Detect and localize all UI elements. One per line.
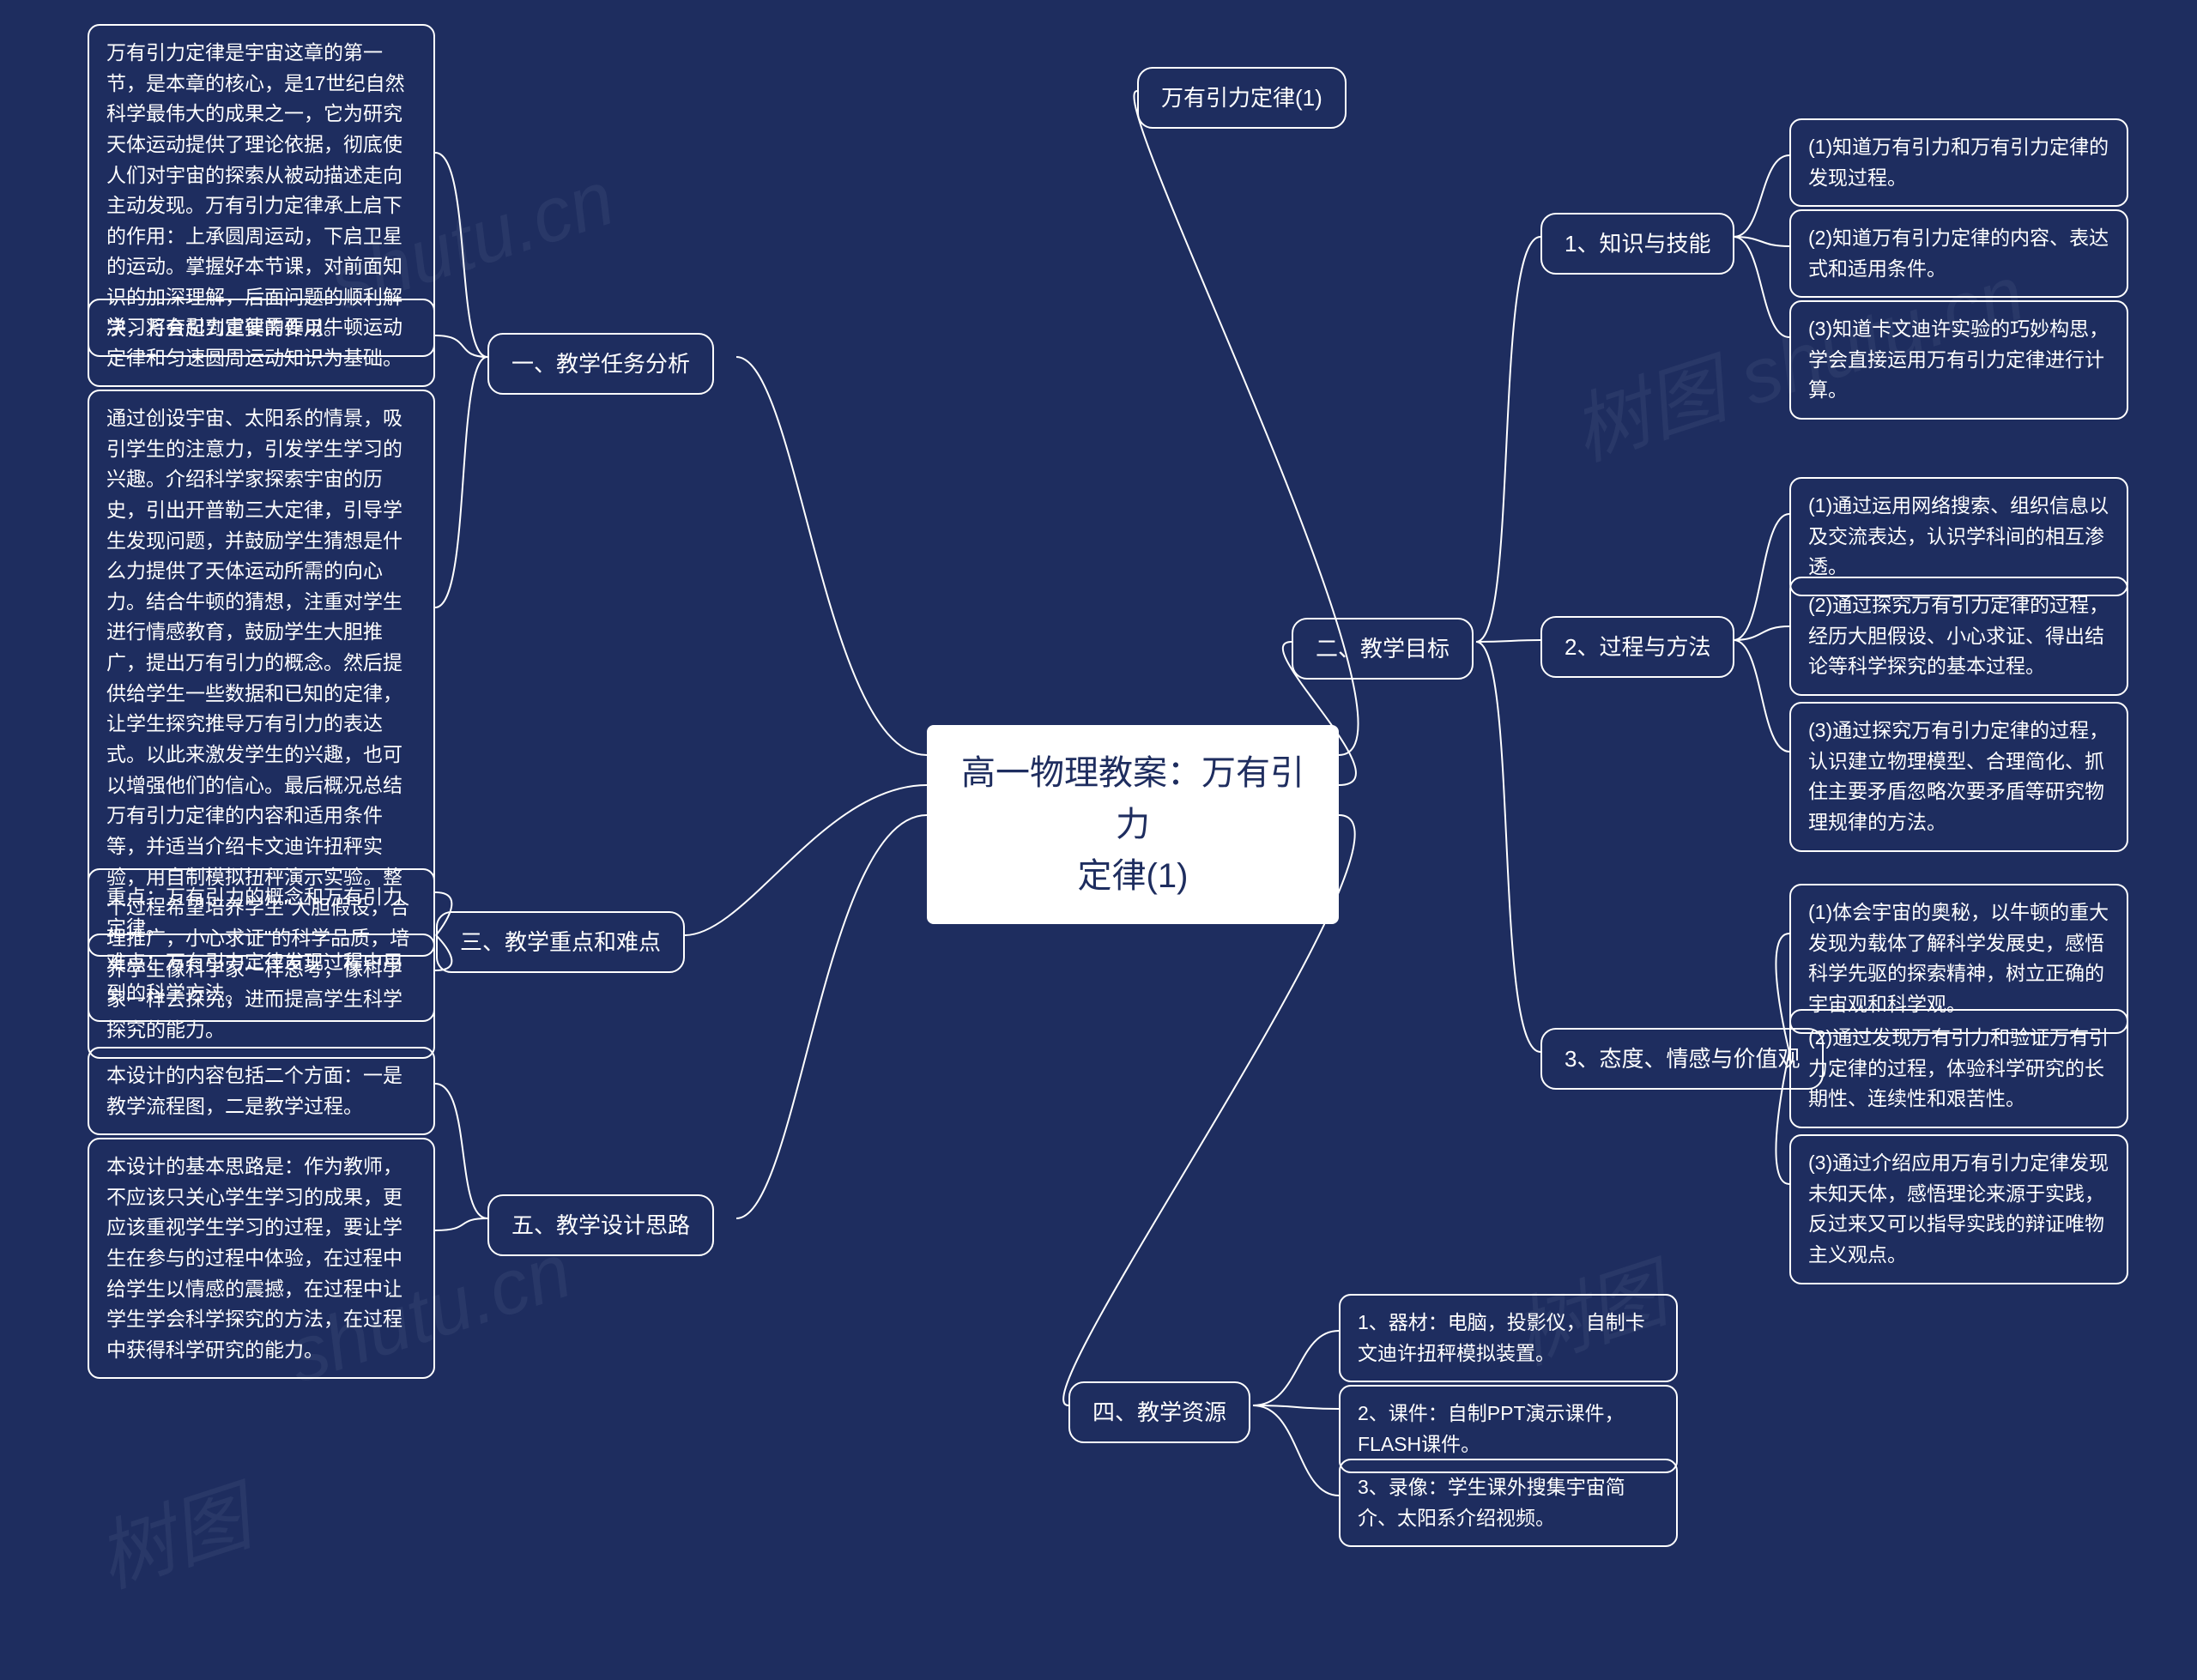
node-lC: 五、教学设计思路 bbox=[487, 1194, 714, 1256]
node-rCc: 3、录像：学生课外搜集宇宙简介、太阳系介绍视频。 bbox=[1339, 1459, 1678, 1547]
node-lB: 三、教学重点和难点 bbox=[436, 911, 685, 973]
node-rB2c: (3)通过探究万有引力定律的过程，认识建立物理模型、合理简化、抓住主要矛盾忽略次… bbox=[1789, 702, 2128, 852]
center-node: 高一物理教案：万有引力 定律(1) bbox=[927, 725, 1339, 924]
node-rB2: 2、过程与方法 bbox=[1540, 616, 1734, 678]
node-rB1b: (2)知道万有引力定律的内容、表达式和适用条件。 bbox=[1789, 209, 2128, 298]
node-lCb: 本设计的基本思路是：作为教师，不应该只关心学生学习的成果，更应该重视学生学习的过… bbox=[88, 1138, 435, 1379]
node-rB3: 3、态度、情感与价值观 bbox=[1540, 1028, 1824, 1090]
node-rB1c: (3)知道卡文迪许实验的巧妙构思，学会直接运用万有引力定律进行计算。 bbox=[1789, 300, 2128, 420]
node-rB3b: (2)通过发现万有引力和验证万有引力定律的过程，体验科学研究的长期性、连续性和艰… bbox=[1789, 1009, 2128, 1128]
node-rCa: 1、器材：电脑，投影仪，自制卡文迪许扭秤模拟装置。 bbox=[1339, 1294, 1678, 1382]
node-rB2b: (2)通过探究万有引力定律的过程，经历大胆假设、小心求证、得出结论等科学探究的基… bbox=[1789, 577, 2128, 696]
node-rB1a: (1)知道万有引力和万有引力定律的发现过程。 bbox=[1789, 118, 2128, 207]
node-rB3c: (3)通过介绍应用万有引力定律发现未知天体，感悟理论来源于实践，反过来又可以指导… bbox=[1789, 1134, 2128, 1284]
node-rB: 二、教学目标 bbox=[1292, 618, 1474, 680]
node-rC: 四、教学资源 bbox=[1068, 1381, 1250, 1443]
node-lA: 一、教学任务分析 bbox=[487, 333, 714, 395]
node-lAb: 学习万有引力定律需要以牛顿运动定律和匀速圆周运动知识为基础。 bbox=[88, 299, 435, 387]
node-lBb: 难点：万有引力定律发现过程中用到的科学方法。 bbox=[88, 934, 435, 1022]
node-rB1: 1、知识与技能 bbox=[1540, 213, 1734, 275]
center-line1: 高一物理教案：万有引力 bbox=[954, 747, 1311, 850]
node-lCa: 本设计的内容包括二个方面：一是教学流程图，二是教学过程。 bbox=[88, 1047, 435, 1135]
node-rA: 万有引力定律(1) bbox=[1137, 67, 1347, 129]
watermark: 树图 bbox=[81, 1454, 262, 1608]
center-line2: 定律(1) bbox=[954, 850, 1311, 902]
